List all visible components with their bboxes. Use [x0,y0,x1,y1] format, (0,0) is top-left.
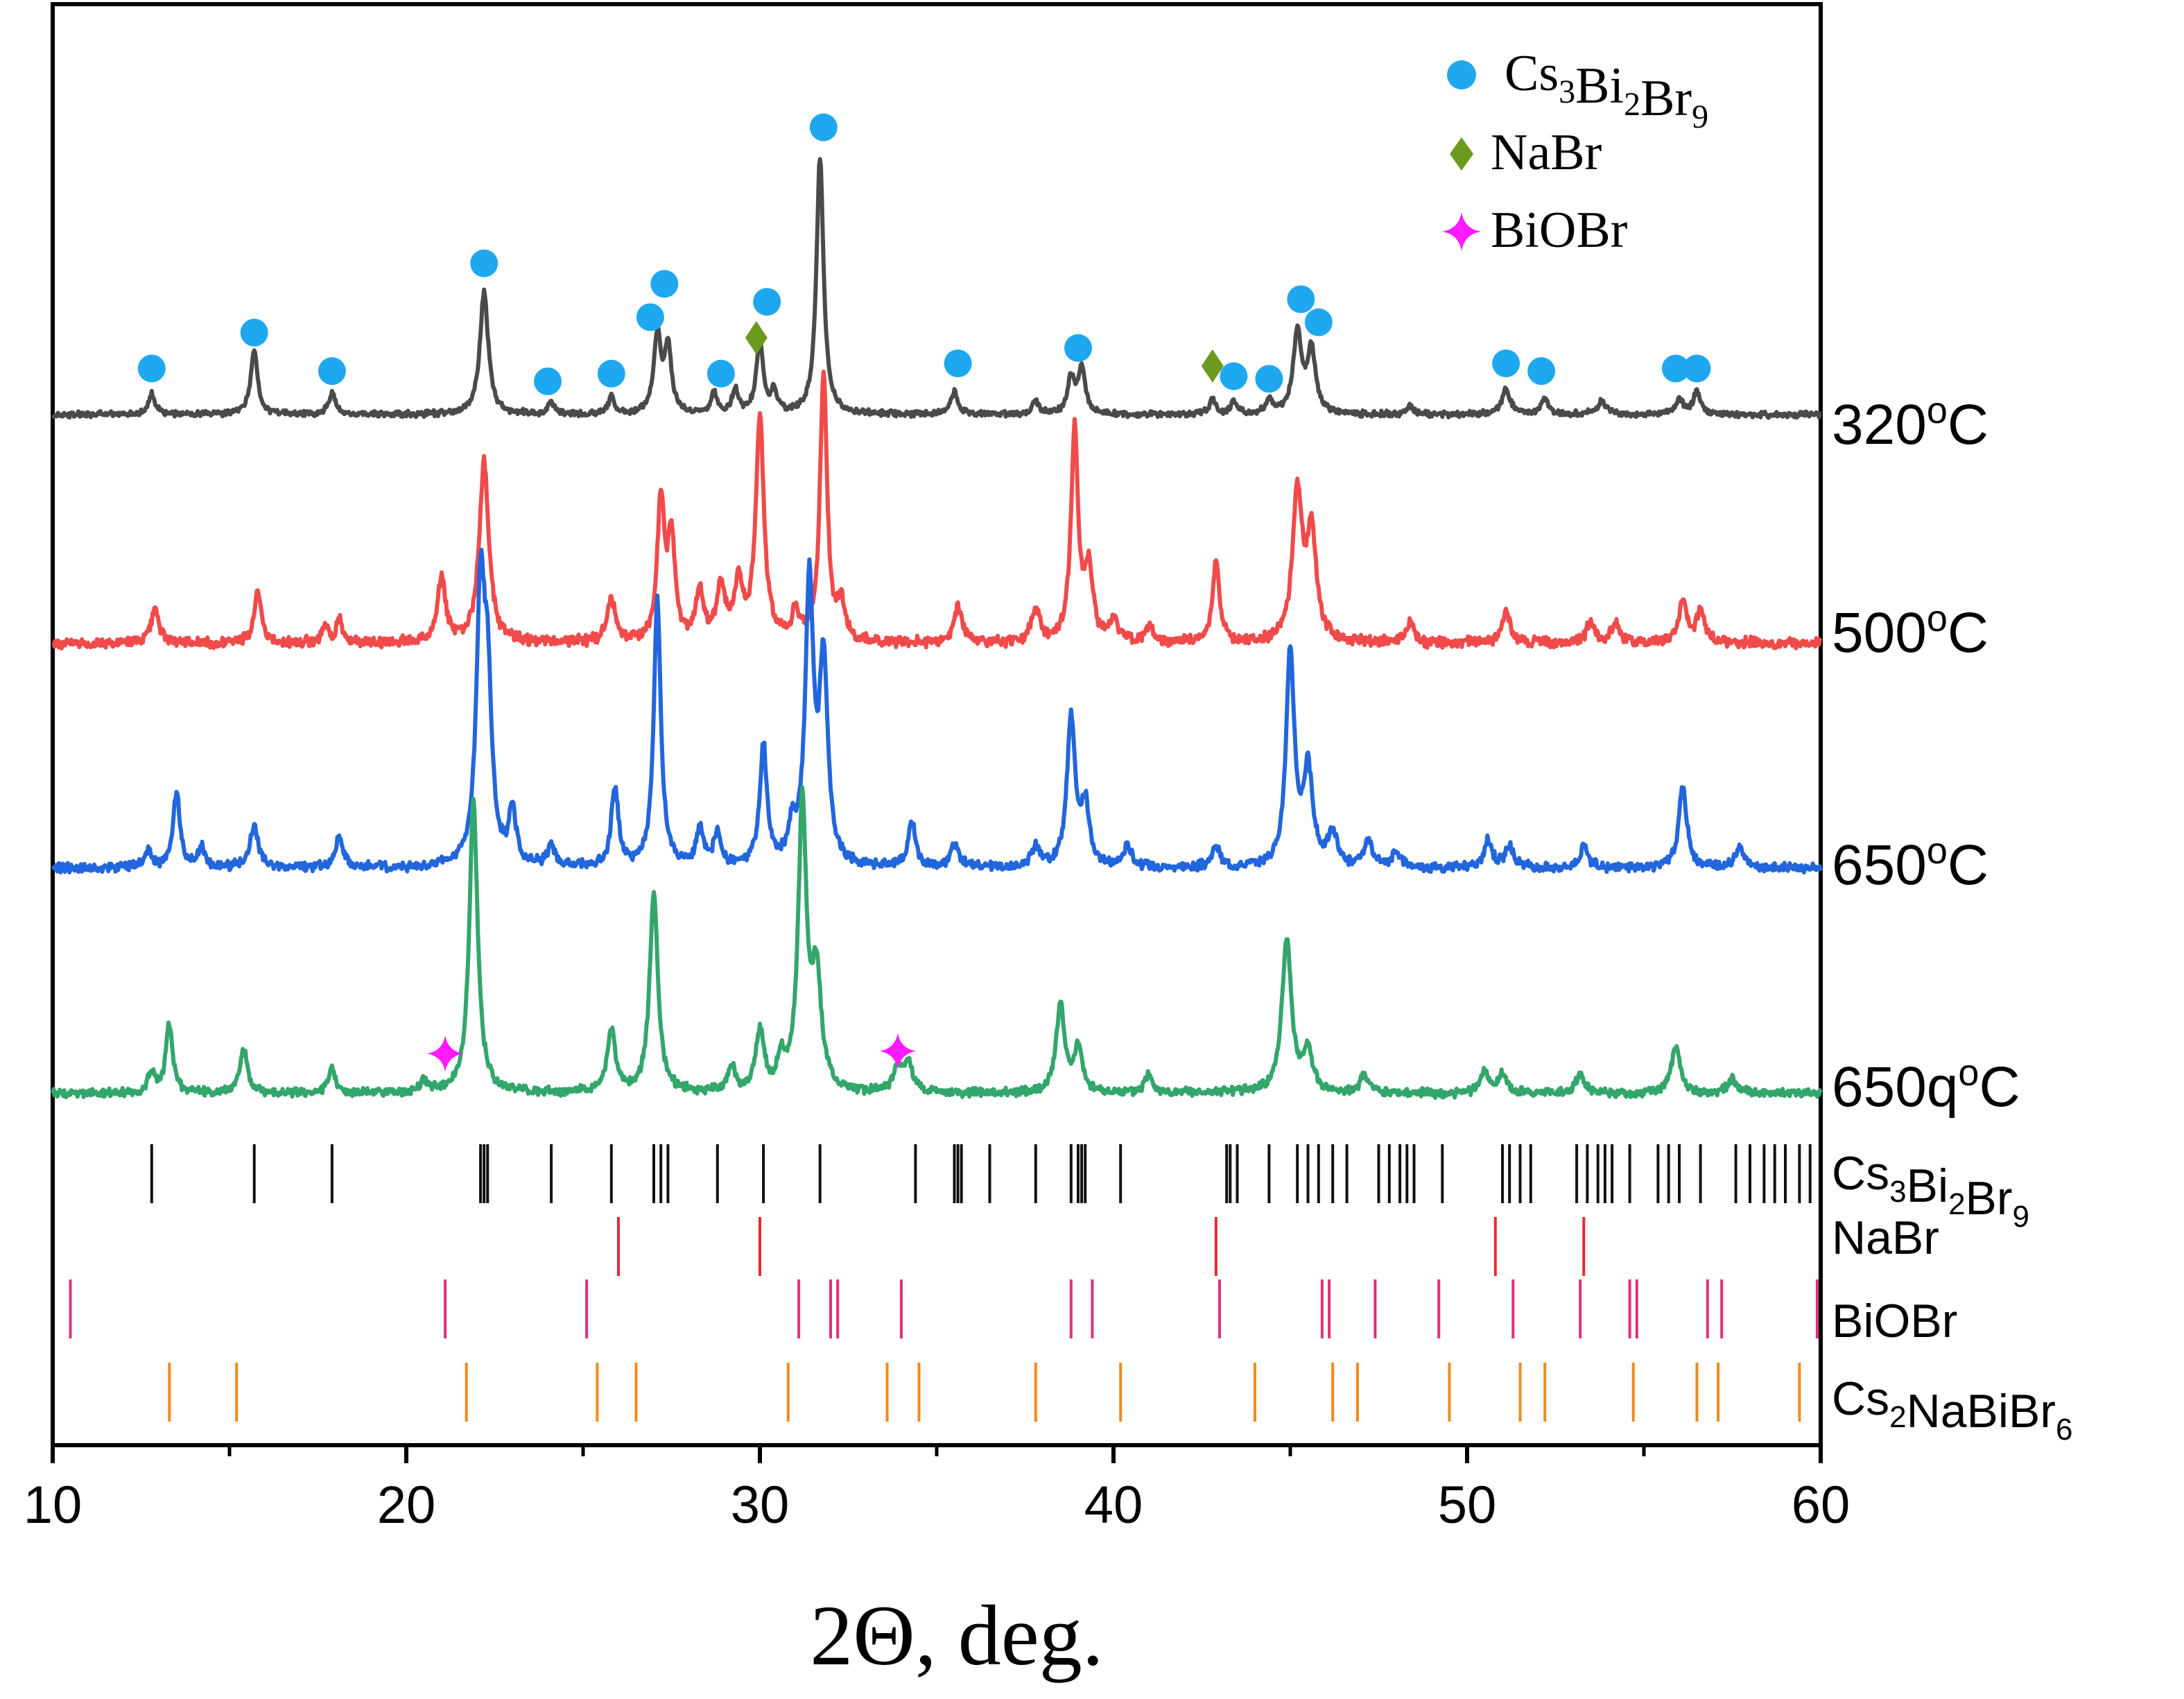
phase-marker-circle-320oC-16 [1304,308,1333,336]
phase-marker-circle-320oC-2 [318,357,346,386]
marker-layer [137,113,1711,1072]
phase-marker-circle-320oC-6 [636,303,664,331]
ref-label-Cs2NaBiBr6: Cs2NaBiBr6 [1832,1372,2072,1447]
phase-marker-circle-320oC-10 [809,113,838,141]
ref-label-BiOBr: BiOBr [1832,1295,1957,1347]
phase-marker-circle-320oC-20 [1683,354,1711,383]
x-tick-label-50: 50 [1438,1476,1497,1535]
phase-marker-circle-320oC-3 [470,249,499,277]
phase-marker-circle-320oC-9 [753,288,781,316]
series-line-650oC [51,547,1823,874]
phase-marker-diamond-320oC-22 [1201,349,1224,383]
x-axis-label: 2Θ, deg. [810,1588,1104,1683]
ref-label-Cs3Bi2Br9: Cs3Bi2Br9 [1832,1147,2029,1234]
x-tick-label-40: 40 [1084,1476,1143,1535]
phase-marker-star-650qoC-1 [879,1033,916,1069]
phase-marker-circle-320oC-12 [1064,334,1092,362]
x-tick-label-20: 20 [377,1476,436,1535]
phase-marker-circle-320oC-0 [137,354,166,383]
x-tick-label-10: 10 [24,1476,83,1535]
phase-marker-circle-320oC-19 [1661,354,1690,383]
phase-marker-circle-320oC-8 [707,359,735,388]
series-label-320oC: 320oC [1832,390,1988,456]
series-layer: 320oC 500oC 650oC 650qoC [51,157,2020,1119]
legend-marker-NaBr [1450,137,1473,171]
series-label-500oC: 500oC [1832,598,1988,664]
ref-label-NaBr: NaBr [1832,1211,1939,1264]
x-axis: 10 20 30 40 50 60 [24,1445,1851,1535]
plot-area [51,2,1823,1447]
phase-marker-circle-320oC-7 [650,270,679,298]
phase-marker-circle-320oC-18 [1527,357,1556,386]
legend-marker-BiOBr [1442,212,1481,251]
phase-marker-circle-320oC-4 [534,367,562,395]
legend-marker-Cs3Bi2Br9 [1447,60,1476,89]
phase-marker-circle-320oC-11 [944,350,972,377]
phase-marker-circle-320oC-14 [1255,365,1283,393]
series-label-650qoC: 650qoC [1832,1052,2020,1119]
series-line-650qoC [51,785,1823,1101]
phase-marker-circle-320oC-17 [1492,350,1520,377]
phase-marker-circle-320oC-15 [1287,285,1315,313]
x-tick-label-60: 60 [1792,1476,1851,1535]
legend-label-BiOBr: BiOBr [1491,202,1627,259]
phase-marker-star-650qoC-0 [427,1035,464,1072]
legend-label-NaBr: NaBr [1491,124,1602,181]
series-line-500oC [51,370,1823,650]
x-tick-label-30: 30 [731,1476,790,1535]
phase-marker-circle-320oC-13 [1220,362,1248,390]
legend-label-Cs3Bi2Br9: Cs3Bi2Br9 [1505,45,1708,135]
phase-marker-circle-320oC-5 [597,359,625,388]
series-label-650oC: 650oC [1832,830,1988,897]
phase-marker-circle-320oC-1 [240,318,268,347]
series-line-320oC [51,157,1822,420]
phase-marker-diamond-320oC-21 [745,321,768,354]
